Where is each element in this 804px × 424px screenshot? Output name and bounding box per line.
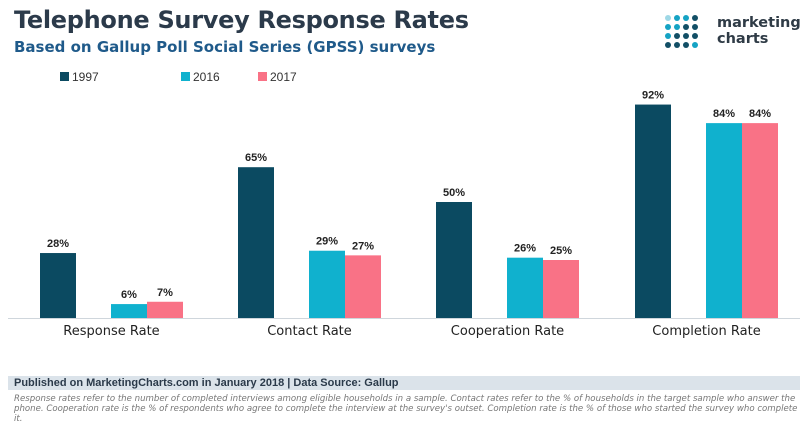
logo-text-line2: charts: [717, 31, 769, 47]
chart-subtitle: Based on Gallup Poll Social Series (GPSS…: [14, 38, 436, 56]
bar-2017-contact-rate: [345, 255, 381, 318]
chart-title: Telephone Survey Response Rates: [14, 6, 469, 34]
bar-1997-cooperation-rate: [436, 202, 472, 318]
logo-dot: [692, 15, 698, 21]
data-label: 26%: [514, 243, 536, 255]
x-tick-label: Cooperation Rate: [451, 324, 564, 339]
legend-swatch-1997: [60, 72, 69, 81]
logo-dot: [683, 42, 689, 48]
bar-1997-completion-rate: [635, 104, 671, 318]
legend-swatch-2017: [258, 72, 267, 81]
data-label: 92%: [642, 90, 664, 102]
x-tick-label: Completion Rate: [652, 324, 760, 339]
logo-dot: [683, 33, 689, 39]
bar-2016-completion-rate: [706, 123, 742, 319]
logo-text-line1: marketing: [717, 15, 801, 31]
data-label: 28%: [47, 238, 69, 250]
logo-dot: [665, 15, 671, 21]
x-tick-label: Contact Rate: [267, 324, 352, 339]
data-label: 50%: [443, 187, 465, 199]
data-label: 7%: [157, 287, 173, 299]
bar-chart: 28% 6% 7% Response Rate 65% 29% 27% Contact Rat…: [8, 90, 800, 339]
dot-grid-logo-icon: [665, 15, 698, 48]
methodology-notes: Response rates refer to the number of co…: [14, 394, 798, 424]
logo-dot: [674, 15, 680, 21]
marketingcharts-logo: marketing charts: [664, 14, 801, 50]
legend-swatch-2016: [181, 72, 190, 81]
logo-dot: [692, 24, 698, 30]
data-label: 65%: [245, 152, 267, 164]
bar-2017-cooperation-rate: [543, 260, 579, 318]
legend-label-2016: 2016: [193, 70, 220, 84]
bar-2016-cooperation-rate: [507, 257, 543, 318]
bar-2016-response-rate: [111, 304, 147, 318]
source-text: Published on MarketingCharts.com in Janu…: [14, 377, 399, 389]
legend-label-1997: 1997: [72, 70, 99, 84]
logo-dot: [665, 33, 671, 39]
logo-dot: [683, 15, 689, 21]
data-label: 84%: [749, 108, 771, 120]
bar-2016-contact-rate: [309, 250, 345, 318]
legend-label-2017: 2017: [270, 70, 297, 84]
source-bar: Published on MarketingCharts.com in Janu…: [8, 376, 800, 390]
logo-dot: [665, 24, 671, 30]
bar-1997-response-rate: [40, 253, 76, 318]
x-tick-label: Response Rate: [63, 324, 159, 339]
bar-2017-completion-rate: [742, 123, 778, 319]
data-label: 25%: [550, 245, 572, 257]
data-label: 6%: [121, 289, 137, 301]
data-label: 27%: [352, 240, 374, 252]
data-label: 29%: [316, 236, 338, 248]
logo-dot: [665, 42, 671, 48]
logo-dot: [692, 42, 698, 48]
logo-dot: [674, 33, 680, 39]
bar-1997-contact-rate: [238, 167, 274, 318]
bar-2017-response-rate: [147, 301, 183, 318]
data-label: 84%: [713, 108, 735, 120]
logo-dot: [674, 24, 680, 30]
logo-dot: [674, 42, 680, 48]
logo-dot: [692, 33, 698, 39]
logo-dot: [683, 24, 689, 30]
